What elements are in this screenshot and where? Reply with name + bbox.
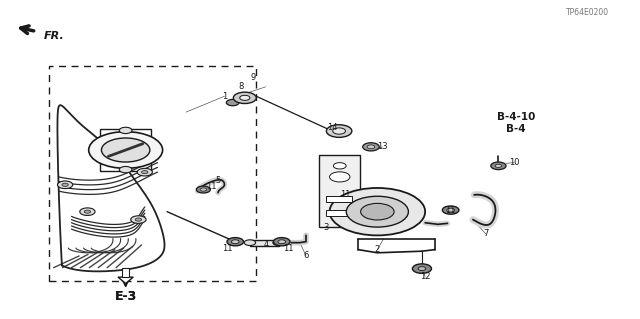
Circle shape [135,218,141,221]
Circle shape [84,210,91,213]
Circle shape [330,188,425,235]
Circle shape [278,240,285,244]
Circle shape [101,138,150,162]
Text: TP64E0200: TP64E0200 [566,8,609,17]
Text: 11: 11 [222,244,233,253]
Circle shape [141,171,148,174]
Text: 13: 13 [377,142,388,151]
Circle shape [137,168,152,176]
Circle shape [442,206,459,214]
Circle shape [418,267,426,271]
Bar [49,66,256,281]
Text: 2: 2 [375,245,380,254]
Text: 7: 7 [483,229,488,238]
Circle shape [333,128,346,134]
Circle shape [367,145,375,149]
Text: 12: 12 [420,272,430,281]
Text: 11: 11 [207,182,217,191]
Circle shape [273,238,290,246]
Circle shape [80,208,95,215]
Text: 6: 6 [303,251,308,260]
Circle shape [232,240,239,244]
Circle shape [240,95,250,100]
Bar [326,210,352,216]
Circle shape [330,172,350,182]
Circle shape [244,240,255,246]
Text: 5: 5 [216,175,221,185]
Circle shape [227,100,239,106]
Circle shape [412,264,431,273]
Text: B-4: B-4 [506,124,526,135]
Text: 3: 3 [324,223,329,232]
Bar [100,130,151,171]
Bar [319,155,360,227]
Text: 11: 11 [445,206,456,215]
Circle shape [360,204,394,220]
Circle shape [227,238,244,246]
Circle shape [131,216,146,223]
Bar [250,240,278,246]
Circle shape [196,186,211,193]
Circle shape [119,167,132,173]
Circle shape [447,208,454,212]
Circle shape [58,181,73,189]
Circle shape [273,240,284,246]
Circle shape [200,188,207,191]
Circle shape [346,196,408,227]
Text: 1: 1 [222,92,227,101]
Circle shape [326,125,352,137]
Circle shape [333,163,346,169]
Circle shape [495,164,502,167]
Text: 8: 8 [238,82,244,91]
Text: 11: 11 [283,244,293,253]
Circle shape [363,143,380,151]
Text: 10: 10 [509,158,520,167]
Bar [326,196,352,202]
Text: B-4-10: B-4-10 [497,112,536,122]
Text: E-3: E-3 [115,290,137,303]
Text: 4: 4 [263,241,268,249]
Polygon shape [118,277,133,284]
Circle shape [62,183,68,186]
Circle shape [89,132,163,168]
Circle shape [491,162,506,170]
Circle shape [119,127,132,134]
Text: 9: 9 [250,73,256,82]
Circle shape [234,92,256,104]
Text: FR.: FR. [44,31,65,41]
Text: 14: 14 [328,123,338,132]
Text: E-3: E-3 [115,290,137,303]
Text: 11: 11 [340,190,351,199]
Bar [122,268,129,277]
